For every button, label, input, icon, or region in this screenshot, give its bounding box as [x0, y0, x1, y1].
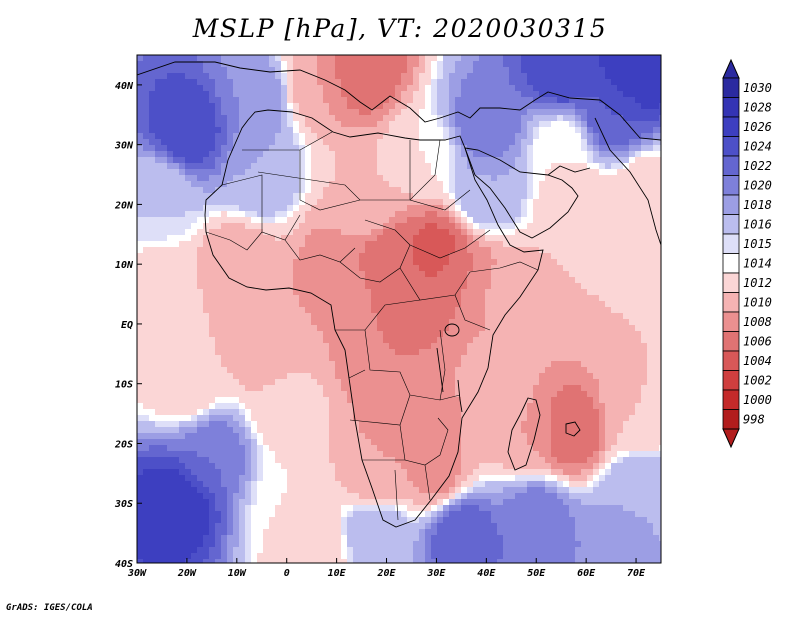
colorbar-label: 1022 — [743, 159, 772, 173]
colorbar-label: 1028 — [743, 101, 772, 115]
pressure-field — [137, 55, 661, 563]
lat-tick-label: 20S — [114, 439, 133, 450]
colorbar-label: 1030 — [743, 81, 772, 95]
country-borders — [205, 131, 539, 521]
colorbar-label: 1024 — [743, 140, 772, 154]
colorbar-swatch — [722, 311, 740, 332]
map-frame — [136, 54, 662, 564]
lon-tick-label: 40E — [477, 568, 496, 579]
colorbar-swatch — [722, 253, 740, 274]
colorbar-swatch — [722, 136, 740, 157]
colorbar-label: 1015 — [743, 237, 772, 251]
lon-tick-label: 60E — [577, 568, 596, 579]
map-title: MSLP [hPa], VT: 2020030315 — [192, 14, 608, 43]
europe-coastline — [137, 61, 661, 141]
credit-label: GrADS: IGES/COLA — [6, 603, 93, 613]
colorbar-label: 1006 — [743, 335, 772, 349]
colorbar-swatch — [722, 331, 740, 352]
low-center-contour — [565, 421, 581, 437]
colorbar-label: 1018 — [743, 198, 772, 212]
lat-tick-label: 30S — [114, 499, 133, 510]
lake-victoria — [444, 323, 460, 337]
lake-tanganyika — [436, 347, 444, 393]
colorbar-label: 1010 — [743, 296, 772, 310]
arabia-coastline — [464, 147, 579, 239]
colorbar-label: 1012 — [743, 276, 772, 290]
colorbar-swatch — [722, 292, 740, 313]
lat-tick-label: 10S — [115, 380, 133, 391]
lake-malawi — [457, 379, 463, 413]
colorbar-label: 1016 — [743, 218, 772, 232]
colorbar-swatch — [722, 389, 740, 410]
lon-tick-label: 10E — [328, 568, 347, 579]
lon-tick-label: 20W — [177, 568, 197, 579]
colorbar-swatch — [722, 155, 740, 176]
colorbar-bottom-arrow — [722, 428, 740, 449]
madagascar-coastline — [507, 397, 541, 471]
colorbar-swatch — [722, 97, 740, 118]
lon-tick-label: 20E — [376, 568, 396, 579]
colorbar-swatch — [722, 350, 740, 371]
colorbar-label: 1000 — [743, 393, 772, 407]
lat-tick-label: 10N — [115, 260, 134, 271]
colorbar-swatch — [722, 214, 740, 235]
colorbar-swatch — [722, 77, 740, 98]
colorbar-label: 1002 — [743, 374, 772, 388]
africa-coastline — [204, 109, 544, 528]
lon-tick-label: 30E — [426, 568, 446, 579]
colorbar-label: 1004 — [743, 354, 772, 368]
lat-tick-label: 20N — [114, 200, 134, 211]
lon-tick-label: 30W — [127, 568, 147, 579]
lon-tick-label: 0 — [284, 568, 290, 579]
lat-tick-label: 40S — [115, 559, 133, 570]
lat-tick-label: 40N — [115, 81, 134, 92]
colorbar-swatch — [722, 116, 740, 137]
colorbar: 1030 1028 1026 1024 1022 1020 1018 1016 1015 1014… — [722, 58, 772, 449]
lat-tick-label: 30N — [114, 141, 134, 152]
colorbar-swatch — [722, 370, 740, 391]
colorbar-label: 998 — [743, 413, 765, 427]
lon-tick-label: 50E — [527, 568, 546, 579]
colorbar-label: 1014 — [743, 257, 772, 271]
india-coastline — [594, 117, 661, 246]
coastlines — [137, 61, 661, 528]
colorbar-label: 1026 — [743, 120, 772, 134]
axis-labels: 30W 20W 10W 0 10E 20E 30E 40E 50E 60E 70E 40N 30N 20N… — [114, 81, 646, 579]
colorbar-label: 1020 — [743, 179, 772, 193]
colorbar-swatch — [722, 194, 740, 215]
colorbar-swatch — [722, 175, 740, 196]
lon-tick-label: 10W — [228, 568, 247, 579]
colorbar-swatch — [722, 272, 740, 293]
lon-tick-label: 70E — [627, 568, 646, 579]
colorbar-swatch — [722, 233, 740, 254]
colorbar-swatch — [722, 409, 740, 430]
colorbar-top-arrow — [722, 58, 740, 79]
colorbar-label: 1008 — [743, 315, 772, 329]
gulf-coastline — [547, 165, 591, 176]
lat-tick-label: EQ — [121, 320, 133, 331]
